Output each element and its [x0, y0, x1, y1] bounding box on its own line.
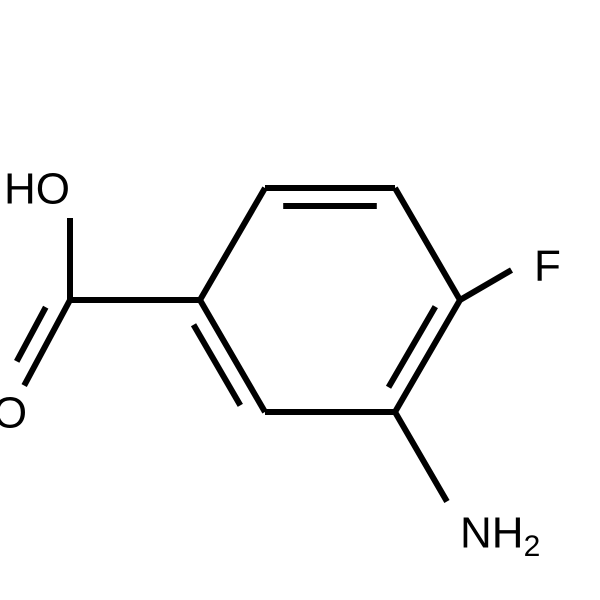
bond: [395, 412, 447, 502]
bond: [395, 188, 460, 300]
molecule-diagram: HO O F NH2: [0, 0, 600, 600]
bond: [24, 300, 70, 386]
bond: [460, 270, 512, 300]
bond: [389, 307, 436, 388]
atom-label-n: NH2: [460, 508, 540, 563]
atom-label-o1: HO: [4, 164, 70, 213]
atom-label-f: F: [534, 241, 561, 290]
bond: [200, 188, 265, 300]
atom-label-o2: O: [0, 388, 27, 437]
bond: [194, 325, 241, 406]
